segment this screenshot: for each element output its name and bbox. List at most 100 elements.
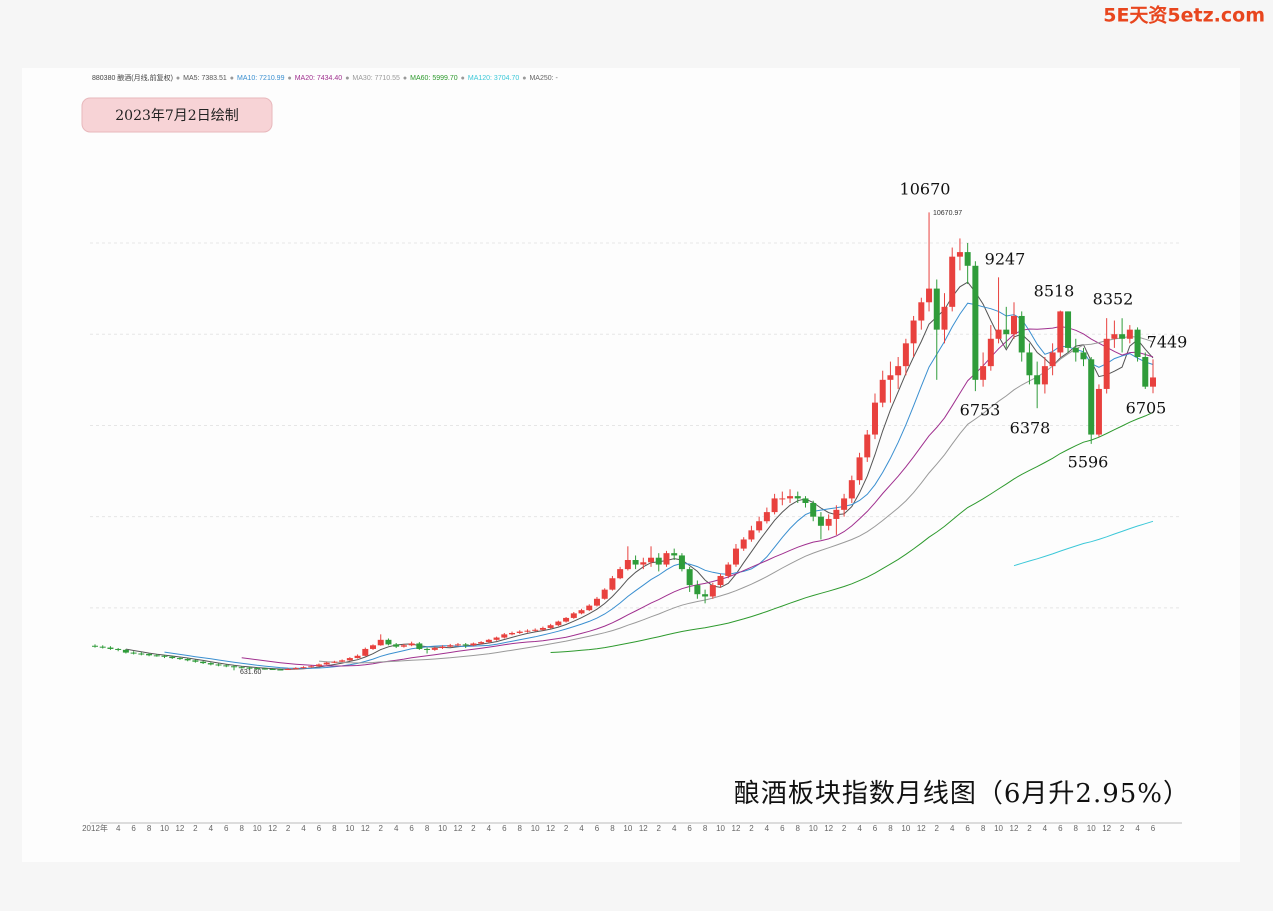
candle-body: [539, 627, 546, 630]
candle-body: [570, 613, 577, 618]
x-tick-label: 2: [286, 824, 291, 833]
x-tick-label: 10: [438, 824, 447, 833]
annotation: 6378: [1010, 419, 1051, 438]
candle-body: [447, 645, 454, 647]
candle-body: [702, 594, 709, 597]
candle-body: [377, 639, 384, 646]
x-tick-label: 6: [965, 824, 970, 833]
candle-body: [1111, 334, 1118, 339]
candle-body: [215, 664, 222, 666]
x-tick-label: 12: [917, 824, 926, 833]
x-tick-label: 12: [732, 824, 741, 833]
x-tick-label: 8: [518, 824, 523, 833]
x-tick-label: 12: [175, 824, 184, 833]
candle-body: [331, 661, 338, 663]
candle-body: [115, 648, 122, 650]
candle-body: [841, 498, 848, 510]
x-tick-label: 4: [116, 824, 121, 833]
candle-body: [493, 637, 500, 640]
x-tick-label: 2: [379, 824, 384, 833]
candle-body: [1126, 329, 1133, 339]
extreme-label: 10670.97: [933, 210, 962, 217]
moving-average: [318, 336, 1154, 664]
candle-body: [362, 648, 369, 656]
x-tick-label: 8: [703, 824, 708, 833]
candle-body: [648, 557, 655, 563]
candle-body: [779, 498, 786, 500]
candle-body: [1041, 366, 1048, 385]
candle-body: [269, 669, 276, 671]
candle-body: [1103, 338, 1110, 389]
x-tick-label: 2: [1120, 824, 1125, 833]
watermark: 5E天资5etz.com: [1103, 4, 1265, 27]
candle-body: [910, 320, 917, 344]
legend-item: MA250: -: [529, 75, 558, 82]
candle-body: [802, 498, 809, 503]
candle-body: [1150, 377, 1156, 387]
annotation: 8352: [1093, 290, 1134, 309]
x-tick-label: 12: [1102, 824, 1111, 833]
x-tick-label: 12: [454, 824, 463, 833]
x-tick-label: 10: [345, 824, 354, 833]
x-tick-label: 6: [224, 824, 229, 833]
candle-body: [856, 457, 863, 481]
legend-item: MA10: 7210.99: [237, 75, 285, 82]
candle-body: [1065, 311, 1072, 348]
candle-body: [454, 644, 461, 646]
candle-body: [416, 643, 423, 649]
candle-body: [902, 343, 909, 367]
x-tick-label: 10: [716, 824, 725, 833]
x-tick-label: 10: [901, 824, 910, 833]
x-tick-label: 2012年: [82, 823, 108, 833]
candle-body: [516, 631, 523, 633]
legend-instrument: 880380 酿酒(月线,前复权): [92, 73, 173, 82]
annotation: 10670: [900, 180, 951, 199]
candle-body: [980, 366, 987, 380]
candle-body: [578, 610, 585, 614]
legend-gap: ●: [230, 75, 234, 82]
x-tick-label: 6: [502, 824, 507, 833]
candle-body: [787, 496, 794, 499]
candle-body: [756, 521, 763, 531]
candle-body: [848, 480, 855, 499]
x-tick-label: 4: [1043, 824, 1048, 833]
x-tick-label: 4: [487, 824, 492, 833]
candle-body: [1142, 357, 1149, 387]
chart-title: 酿酒板块指数月线图（6月升2.95%）: [734, 779, 1190, 809]
x-tick-label: 4: [1135, 824, 1140, 833]
candle-body: [1003, 329, 1010, 335]
candle-body: [547, 625, 554, 628]
candle-body: [1057, 311, 1064, 353]
candle-body: [146, 653, 153, 656]
candle-body: [92, 645, 98, 647]
x-tick-label: 2: [193, 824, 198, 833]
candle-body: [501, 634, 508, 638]
annotation: 8518: [1034, 282, 1075, 301]
candle-body: [261, 668, 268, 670]
candle-body: [1119, 334, 1126, 339]
candle-body: [161, 655, 168, 657]
candle-body: [138, 653, 145, 655]
candle-body: [223, 665, 230, 667]
x-tick-label: 2: [471, 824, 476, 833]
candle-body: [169, 656, 176, 659]
x-tick-label: 8: [332, 824, 337, 833]
candle-body: [655, 557, 662, 565]
candle-body: [555, 621, 562, 626]
candle-body: [825, 518, 832, 526]
x-tick-label: 12: [1010, 824, 1019, 833]
candle-body: [794, 496, 801, 499]
candle-body: [725, 564, 732, 576]
candle-body: [308, 666, 315, 668]
candle-body: [470, 643, 477, 646]
candle-body: [748, 530, 755, 540]
x-tick-label: 12: [546, 824, 555, 833]
candle-body: [439, 646, 446, 649]
x-tick-label: 4: [672, 824, 677, 833]
candle-body: [424, 648, 431, 650]
candle-body: [207, 663, 214, 665]
candle-body: [918, 302, 925, 321]
candle-body: [871, 402, 878, 435]
candle-body: [987, 338, 994, 367]
x-tick-label: 12: [361, 824, 370, 833]
